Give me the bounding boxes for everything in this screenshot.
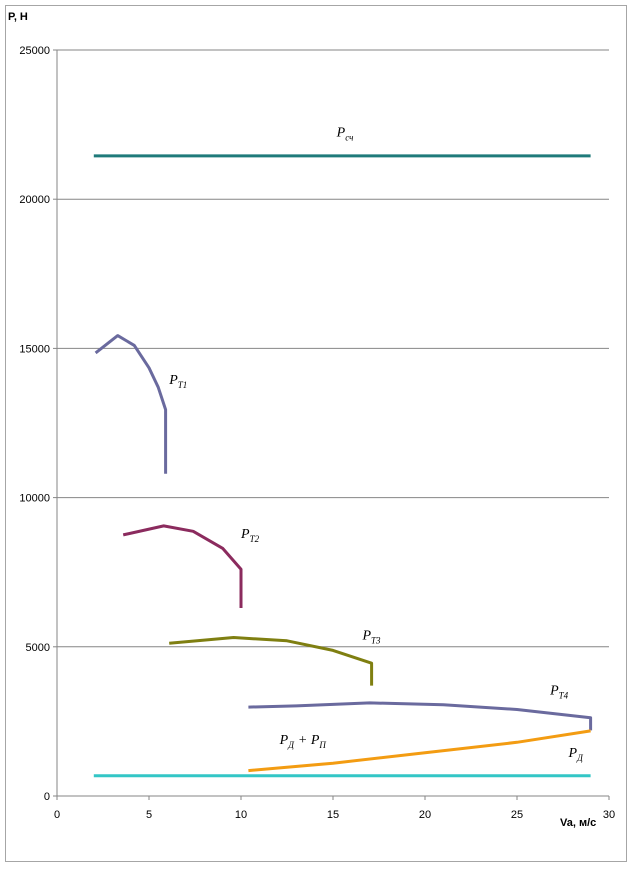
series-label-sub: T1 — [178, 380, 188, 390]
x-tick-label: 20 — [419, 809, 431, 821]
series-line-pt3 — [169, 636, 374, 686]
series-label-main: P — [549, 684, 559, 699]
series-label-extra-sub: П — [318, 740, 326, 750]
series-label-sub: Д — [576, 753, 584, 763]
y-tick-label: 5000 — [26, 642, 50, 654]
series-label-main: P — [168, 373, 178, 388]
series-label-psch: Pсч — [336, 126, 354, 143]
x-tick-label: 10 — [235, 809, 247, 821]
chart-frame — [5, 5, 627, 862]
series-label-sub: сч — [345, 133, 353, 143]
x-tick-label: 30 — [603, 809, 615, 821]
series-label-main: P — [361, 628, 371, 643]
y-axis-title: Р, Н — [8, 11, 28, 23]
y-tick-label: 0 — [44, 791, 50, 803]
series-label-sub: T3 — [371, 635, 381, 645]
x-tick-label: 5 — [146, 809, 152, 821]
series-lines — [93, 154, 593, 778]
x-axis-title: Va, м/с — [560, 817, 596, 829]
series-label-pd: PД — [568, 746, 585, 763]
x-tick-label: 25 — [511, 809, 523, 821]
series-line-pt2 — [122, 524, 243, 608]
series-label-sub: T4 — [559, 691, 569, 701]
grid-lines — [57, 49, 609, 648]
series-label-main: P — [568, 746, 578, 761]
series-label-pt4: PT4 — [549, 684, 569, 701]
series-line-pt4 — [248, 701, 593, 731]
x-tick-label: 15 — [327, 809, 339, 821]
series-line-pt1 — [94, 334, 168, 474]
x-tick-label: 0 — [54, 809, 60, 821]
series-label-extra: + P — [298, 733, 320, 748]
series-label-pd_pp: PД + PП — [279, 733, 327, 750]
y-tick-label: 15000 — [19, 343, 50, 355]
series-label-pt2: PT2 — [240, 527, 260, 544]
series-label-pt3: PT3 — [361, 628, 381, 645]
tick-labels: 0 5000 10000 15000 20000 25000 0 5 10 15 20 25 30 — [19, 45, 615, 821]
series-label-sub: T2 — [250, 534, 260, 544]
series-label-main: P — [240, 527, 250, 542]
series-label-sub: Д — [287, 740, 295, 750]
series-line-pd_pp — [248, 729, 591, 773]
axes — [53, 49, 610, 800]
y-tick-label: 25000 — [19, 45, 50, 57]
series-label-main: P — [336, 126, 346, 141]
y-tick-label: 20000 — [19, 194, 50, 206]
series-label-main: P — [279, 733, 289, 748]
y-tick-label: 10000 — [19, 493, 50, 505]
series-label-pt1: PT1 — [168, 373, 187, 390]
